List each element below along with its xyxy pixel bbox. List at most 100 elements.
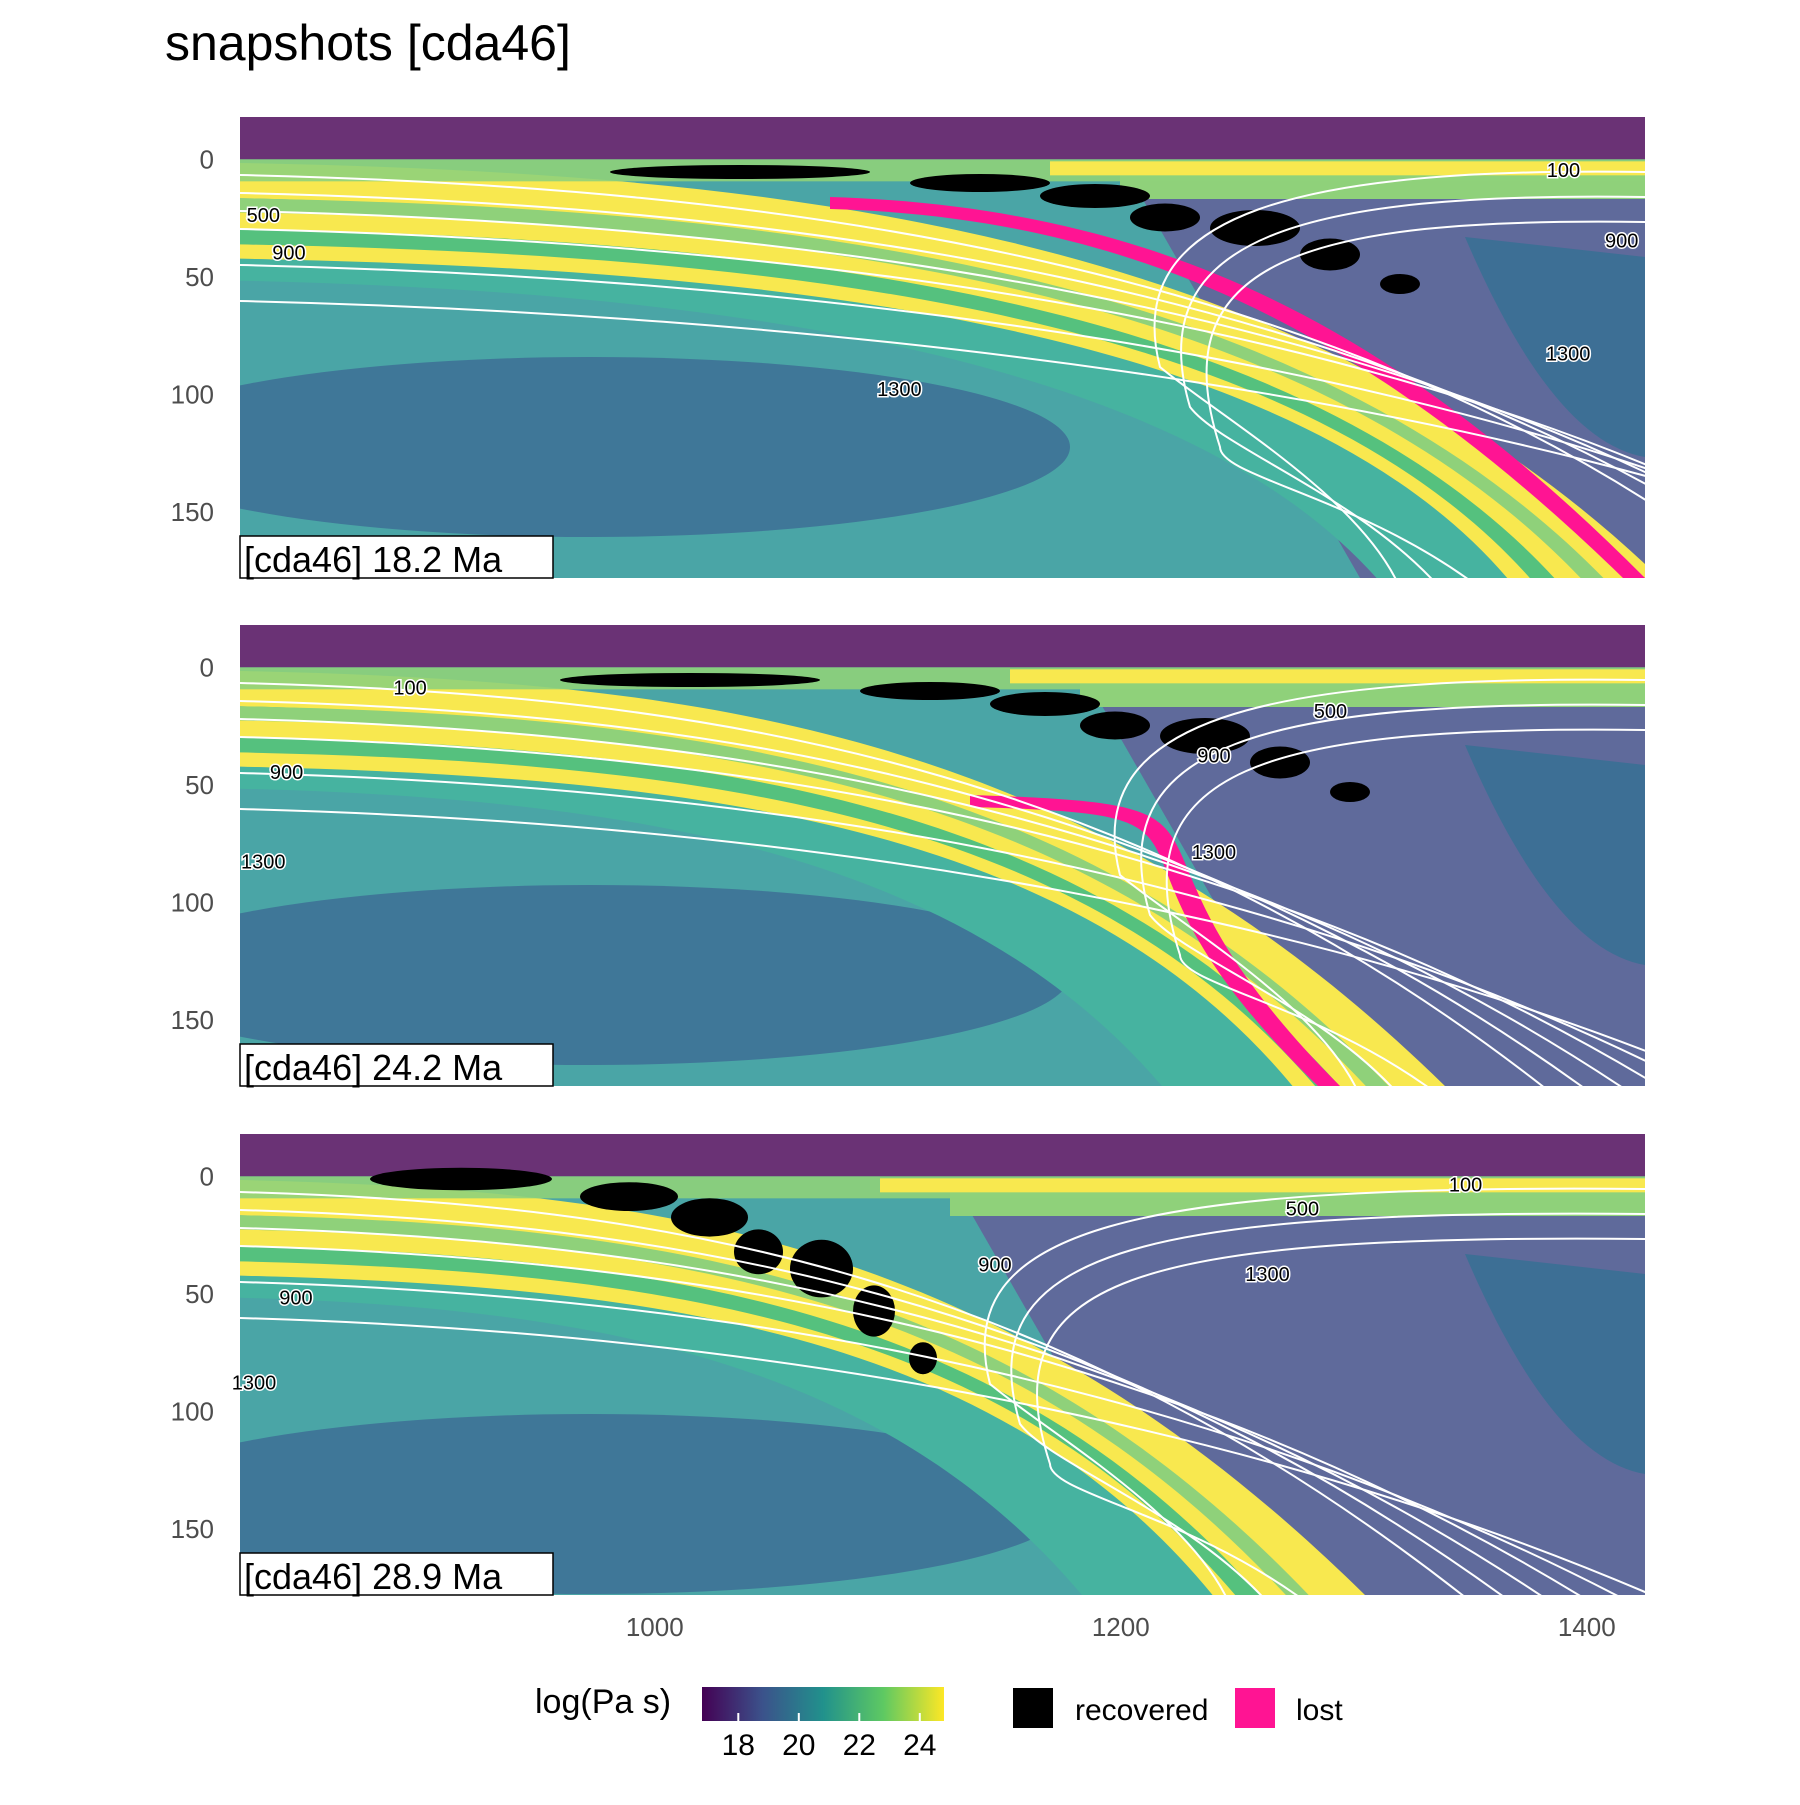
recovered-marker-cluster [1300,238,1360,271]
panel-1: 100 500 900 900 1300 1300 0 50 100 150 [cda46] 18.… [171,117,1645,580]
legend-label-recovered: recovered [1075,1694,1208,1727]
y-tick-label: 100 [171,380,214,410]
isotherm-contour [240,682,1544,1086]
contour-label: 900 [978,1255,1011,1277]
isotherm-contour [240,228,1645,466]
isotherm-contour [983,1187,1645,1595]
isotherm-contour [1010,1212,1645,1595]
chart-title: snapshots [cda46] [165,15,571,71]
lost-marker-band [970,795,1340,1086]
recovered-marker-cluster [1330,782,1370,802]
recovered-marker-cluster [1040,184,1150,208]
colorbar-tick-label: 18 [722,1729,755,1762]
legend-swatch-recovered [1013,1688,1053,1728]
time-stamp-box [239,1552,554,1596]
time-stamp-box [239,535,554,579]
isotherm-contour [240,192,1645,485]
surface-crust-yellow [1050,161,1645,176]
legend-swatch-lost [1235,1688,1275,1728]
colorbar-tick-label: 20 [782,1729,815,1762]
panel-2: 100 500 900 900 1300 1300 0 50 100 150 [cda46] 24.… [171,625,1645,1088]
y-tick-label: 150 [171,1005,214,1035]
isotherm-contour [240,210,1645,474]
isotherm-contour [240,1317,1645,1594]
colorbar [702,1687,944,1721]
deep-mantle-lobe [240,1414,1070,1594]
isotherm-contour [240,718,1622,1086]
isotherm-contour [240,1281,1618,1595]
y-tick-label: 0 [200,144,214,174]
recovered-marker-cluster [610,165,870,179]
y-tick-label: 100 [171,1397,214,1427]
y-tick-label: 50 [185,770,214,800]
overriding-plate-region [960,1194,1645,1595]
contour-label: 900 [272,242,305,264]
time-stamp: [cda46] 28.9 Ma [239,1552,554,1597]
x-tick-label: 1000 [626,1612,684,1642]
contour-label: 1300 [877,379,922,401]
deep-mantle-lobe [240,357,1070,537]
isotherm-contour [1113,678,1645,1086]
recovered-marker-cluster [990,692,1100,716]
overriding-mantle-patch [1465,237,1645,457]
contour-label: 900 [270,762,303,784]
time-stamp-label: [cda46] 28.9 Ma [244,1556,503,1597]
time-stamp: [cda46] 24.2 Ma [239,1043,554,1088]
slab-band [240,258,1508,578]
colorbar-ticks: 18 20 22 24 [722,1713,936,1762]
recovered-marker-cluster [1160,718,1250,754]
isotherm-contour [240,772,1645,1062]
contour-label: 900 [1197,746,1230,768]
contour-label: 900 [279,1288,312,1310]
isotherm-contour [240,300,1645,477]
recovered-marker-cluster [1080,711,1150,740]
time-stamp: [cda46] 18.2 Ma [239,535,554,580]
contour-label: 100 [393,678,426,700]
y-tick-label: 50 [185,1279,214,1309]
contour-label: 1300 [1546,344,1591,366]
recovered-marker-cluster [853,1285,895,1337]
deep-mantle-lobe [240,885,1070,1065]
panel-3: 100 500 900 900 1300 1300 0 50 100 150 [cda46] 28.… [171,1134,1645,1597]
contour-label: 1300 [241,852,286,874]
legend: log(Pa s) 18 20 22 24 recovered lost [535,1683,1343,1762]
sticky-air-layer [240,625,1645,668]
isotherm-contour [240,174,1645,501]
surface-crust-yellow [880,1178,1645,1193]
isotherm-contour [240,1191,1464,1595]
overriding-mantle-patch [1465,745,1645,965]
isotherm-contour [1205,220,1645,578]
contour-label: 500 [1286,1198,1319,1220]
recovered-marker-cluster [370,1167,552,1191]
recovered-marker-cluster [671,1198,748,1237]
recovered-marker-cluster [1380,274,1420,294]
contour-label: 500 [1314,701,1347,723]
time-stamp-box [239,1043,554,1087]
viscosity-field [240,625,1645,1086]
contour-label: 100 [1449,1175,1482,1197]
overriding-mantle-patch [1465,1254,1645,1474]
surface-crust-yellow [1010,669,1645,684]
contour-label: 1300 [1192,842,1237,864]
recovered-marker-cluster [1130,203,1200,232]
time-stamp-label: [cda46] 18.2 Ma [244,539,503,580]
sticky-air-layer [240,117,1645,160]
legend-label-lost: lost [1296,1694,1343,1727]
colorbar-title: log(Pa s) [535,1683,671,1721]
recovered-marker-cluster [910,174,1050,192]
x-tick-label: 1200 [1092,1612,1150,1642]
contour-label: 100 [1547,160,1580,182]
y-tick-label: 0 [200,1161,214,1191]
y-tick-label: 150 [171,1514,214,1544]
recovered-marker-cluster [1250,746,1310,779]
recovered-marker-cluster [860,682,1000,700]
isotherm-contour [1165,728,1645,1086]
colorbar-tick-label: 22 [843,1729,876,1762]
recovered-marker-cluster [560,673,820,687]
isotherm-contour [1140,703,1645,1086]
contour-label: 500 [247,205,280,227]
x-axis: 1000 1200 1400 [626,1612,1616,1642]
slab-band [240,1275,1213,1595]
